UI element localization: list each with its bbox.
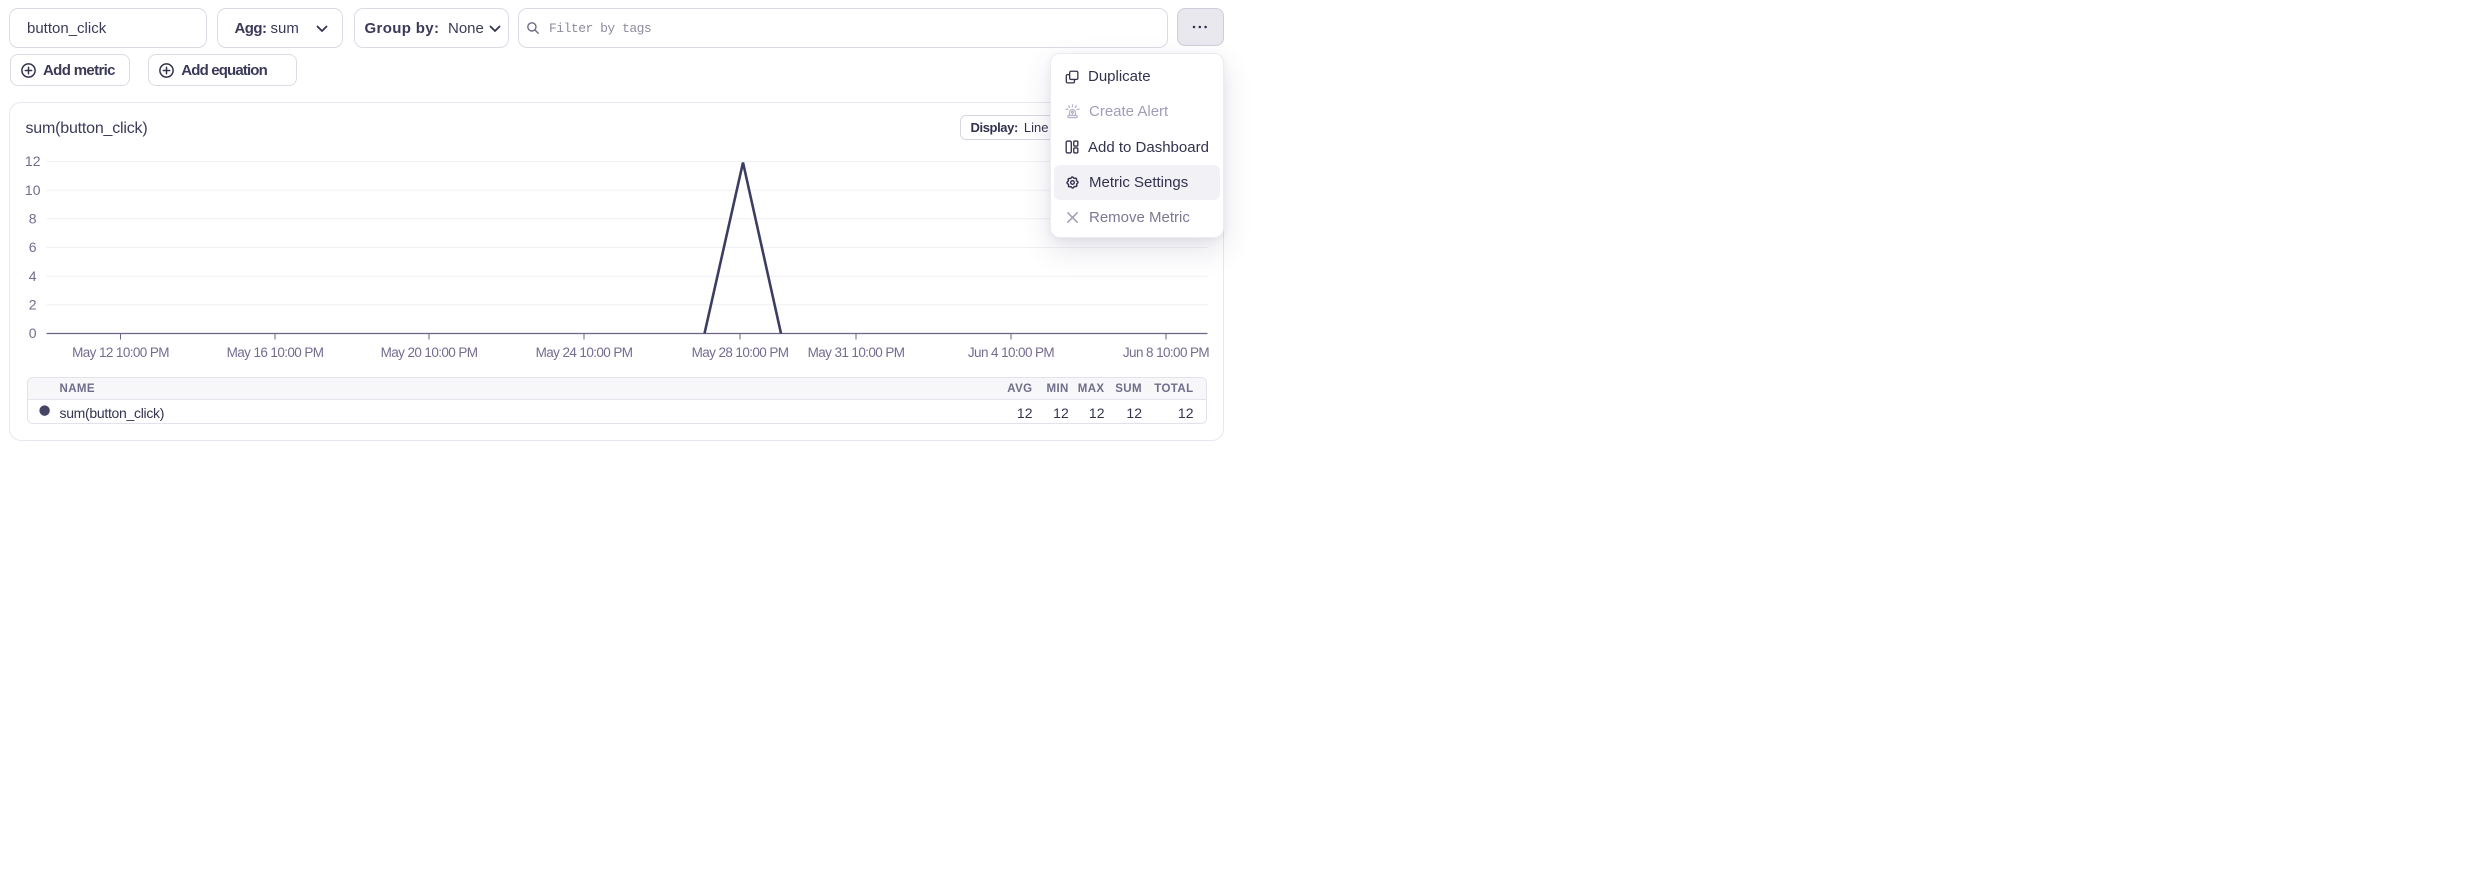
svg-text:4: 4 — [28, 267, 36, 283]
svg-text:6: 6 — [28, 239, 36, 255]
svg-text:May 31 10:00 PM: May 31 10:00 PM — [807, 345, 904, 360]
svg-text:May 16 10:00 PM: May 16 10:00 PM — [226, 345, 323, 360]
svg-text:0: 0 — [28, 325, 36, 341]
svg-text:May 24 10:00 PM: May 24 10:00 PM — [535, 345, 632, 360]
svg-text:Jun 4 10:00 PM: Jun 4 10:00 PM — [967, 345, 1054, 360]
svg-text:May 12 10:00 PM: May 12 10:00 PM — [72, 345, 169, 360]
svg-text:2: 2 — [28, 296, 36, 312]
svg-text:May 28 10:00 PM: May 28 10:00 PM — [691, 345, 788, 360]
svg-text:10: 10 — [24, 181, 40, 197]
svg-text:Jun 8 10:00 PM: Jun 8 10:00 PM — [1122, 345, 1209, 360]
svg-text:May 20 10:00 PM: May 20 10:00 PM — [380, 345, 477, 360]
svg-text:8: 8 — [28, 210, 36, 226]
svg-text:12: 12 — [24, 153, 40, 169]
